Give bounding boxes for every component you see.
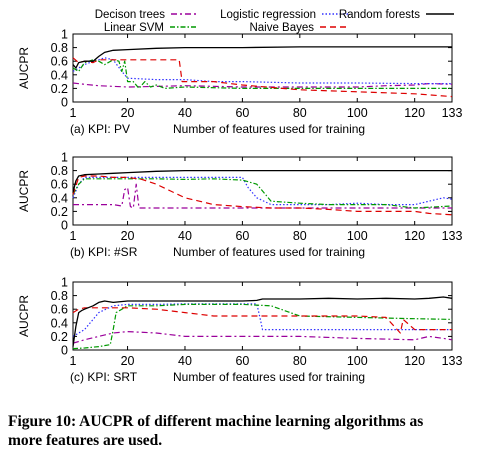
- y-tick-label: 0.8: [51, 289, 68, 303]
- chart-panel: 00.20.40.60.811 20 40 60 80 100 120 133AUCPR(a)…: [17, 28, 462, 137]
- y-axis-label: AUCPR: [17, 47, 31, 89]
- legend-label-svm: Linear SVM: [104, 22, 164, 34]
- x-tick-label: 80: [293, 354, 307, 368]
- series-line-nb: [72, 175, 453, 216]
- chart-panel: 00.20.40.60.811 20 40 60 80 100 120 133AUCPR(b)…: [17, 151, 462, 260]
- legend-label-dt: Decison trees: [95, 9, 166, 21]
- y-tick-label: 0: [61, 96, 68, 110]
- panel-caption: (a) KPI: PV: [70, 122, 130, 136]
- series-line-svm: [72, 59, 452, 90]
- series-line-dt: [72, 331, 453, 344]
- series-line-rf: [72, 169, 452, 193]
- x-tick-label: 120: [404, 106, 425, 120]
- x-tick-label: 100: [347, 229, 368, 243]
- y-tick-label: 0.2: [51, 82, 68, 96]
- x-tick-label: 60: [235, 229, 249, 243]
- x-tick-label: 40: [178, 229, 192, 243]
- figure-caption: Figure 10: AUCPR of different machine le…: [8, 413, 424, 449]
- series-line-nb: [72, 307, 452, 334]
- x-tick-label: 120: [404, 354, 425, 368]
- x-tick-label: 20: [121, 229, 135, 243]
- legend-label-nb: Naive Bayes: [249, 22, 314, 34]
- x-tick-label: 133: [442, 354, 463, 368]
- y-tick-label: 0.6: [51, 55, 68, 69]
- y-tick-label: 0: [61, 344, 68, 358]
- x-tick-label: 1: [70, 354, 77, 368]
- panel-caption: (b) KPI: #SR: [70, 245, 138, 259]
- chart-panels: 00.20.40.60.811 20 40 60 80 100 120 133AUCPR(a)…: [17, 28, 462, 385]
- x-tick-label: 40: [178, 106, 192, 120]
- x-tick-label: 120: [404, 229, 425, 243]
- y-tick-label: 0.2: [51, 330, 68, 344]
- y-tick-label: 0.4: [51, 316, 68, 330]
- x-tick-label: 100: [347, 354, 368, 368]
- series-line-svm: [72, 178, 453, 209]
- legend: Decison trees Logistic regression Random f…: [95, 9, 454, 34]
- y-tick-label: 0.4: [51, 191, 68, 205]
- plot-frame: [72, 281, 453, 351]
- y-tick-label: 0.8: [51, 41, 68, 55]
- y-tick-label: 0.6: [51, 178, 68, 192]
- x-tick-label: 1: [70, 106, 77, 120]
- y-tick-label: 1: [61, 276, 68, 290]
- legend-label-lr: Logistic regression: [220, 9, 316, 21]
- series-line-dt: [72, 82, 453, 88]
- y-axis-label: AUCPR: [17, 170, 31, 212]
- x-tick-label: 100: [347, 106, 368, 120]
- y-tick-label: 0.8: [51, 164, 68, 178]
- x-tick-label: 133: [442, 106, 463, 120]
- y-tick-label: 0.2: [51, 205, 68, 219]
- x-tick-label: 20: [121, 106, 135, 120]
- y-axis-label: AUCPR: [17, 295, 31, 337]
- x-tick-label: 40: [178, 354, 192, 368]
- series-line-rf: [72, 46, 452, 69]
- x-tick-label: 20: [121, 354, 135, 368]
- y-tick-label: 0.4: [51, 68, 68, 82]
- y-tick-label: 0.6: [51, 303, 68, 317]
- y-tick-label: 1: [61, 28, 68, 42]
- x-axis-label: Number of features used for training: [173, 245, 365, 259]
- x-tick-label: 80: [293, 106, 307, 120]
- chart-panel: 00.20.40.60.811 20 40 60 80 100 120 133AUCPR(c)…: [17, 276, 462, 385]
- series-line-lr: [72, 176, 453, 206]
- y-tick-label: 0: [61, 219, 68, 233]
- x-axis-label: Number of features used for training: [173, 122, 365, 136]
- x-tick-label: 60: [235, 106, 249, 120]
- x-tick-label: 80: [293, 229, 307, 243]
- series-line-svm: [72, 303, 453, 350]
- legend-label-rf: Random forests: [339, 9, 420, 21]
- y-tick-label: 1: [61, 151, 68, 165]
- plot-frame: [72, 33, 453, 103]
- x-tick-label: 1: [70, 229, 77, 243]
- x-tick-label: 133: [442, 229, 463, 243]
- series-line-rf: [72, 296, 453, 347]
- series-line-lr: [72, 303, 452, 337]
- x-axis-label: Number of features used for training: [173, 370, 365, 384]
- x-tick-label: 60: [235, 354, 249, 368]
- series-line-nb: [72, 57, 453, 98]
- series-line-lr: [72, 57, 452, 85]
- panel-caption: (c) KPI: SRT: [70, 370, 138, 384]
